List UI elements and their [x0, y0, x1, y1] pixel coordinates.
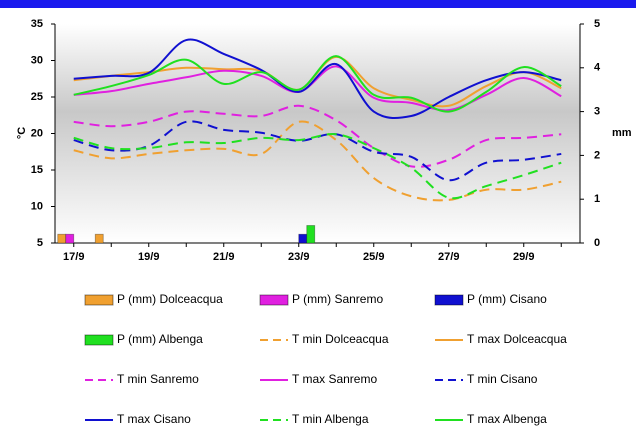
x-tick-label: 29/9	[513, 251, 534, 263]
legend-label: P (mm) Sanremo	[292, 292, 383, 306]
legend-label: T min Sanremo	[117, 372, 199, 386]
legend-swatch	[259, 294, 289, 306]
bar	[57, 233, 67, 244]
line	[73, 120, 562, 202]
top-bar	[0, 0, 636, 8]
legend-label: T min Dolceacqua	[292, 332, 389, 346]
y-tick-label: 10	[31, 200, 43, 212]
y2-tick-label: 3	[594, 106, 600, 118]
line	[73, 104, 562, 168]
legend-label: T max Cisano	[117, 412, 191, 426]
y-tick-label: 25	[31, 91, 43, 103]
legend-label: P (mm) Albenga	[117, 332, 203, 346]
y-tick-label: 30	[31, 54, 43, 66]
line	[73, 133, 562, 200]
bar	[298, 233, 308, 244]
legend-swatch	[434, 294, 464, 306]
bar	[306, 225, 316, 244]
x-tick-label: 25/9	[363, 251, 384, 263]
y2-tick-label: 0	[594, 237, 600, 249]
x-tick-label: 17/9	[63, 251, 84, 263]
y-tick-label: 5	[37, 237, 43, 249]
legend-label: T max Sanremo	[292, 372, 377, 386]
legend-label: T min Albenga	[292, 412, 369, 426]
y-axis-title: °C	[16, 127, 28, 139]
line	[73, 65, 562, 112]
y-tick-label: 20	[31, 127, 43, 139]
line	[73, 38, 562, 119]
y-tick-label: 35	[31, 18, 43, 30]
x-tick-label: 23/9	[288, 251, 309, 263]
legend-swatch	[84, 294, 114, 306]
y2-tick-label: 4	[594, 62, 601, 74]
plot-area	[55, 24, 580, 243]
y2-tick-label: 1	[594, 193, 600, 205]
bar	[94, 233, 104, 244]
x-tick-label: 19/9	[138, 251, 159, 263]
y2-axis-title: mm	[612, 127, 632, 139]
legend-label: T max Albenga	[467, 412, 547, 426]
x-tick-label: 21/9	[213, 251, 234, 263]
legend-label: T max Dolceacqua	[467, 332, 567, 346]
y-tick-label: 15	[31, 164, 43, 176]
y2-tick-label: 2	[594, 149, 600, 161]
legend-label: P (mm) Dolceacqua	[117, 292, 223, 306]
line	[73, 55, 562, 113]
bar	[65, 233, 75, 244]
y2-tick-label: 5	[594, 18, 600, 30]
legend-swatch	[84, 334, 114, 346]
line	[73, 120, 562, 182]
x-tick-label: 27/9	[438, 251, 459, 263]
legend-label: P (mm) Cisano	[467, 292, 547, 306]
legend-label: T min Cisano	[467, 372, 538, 386]
